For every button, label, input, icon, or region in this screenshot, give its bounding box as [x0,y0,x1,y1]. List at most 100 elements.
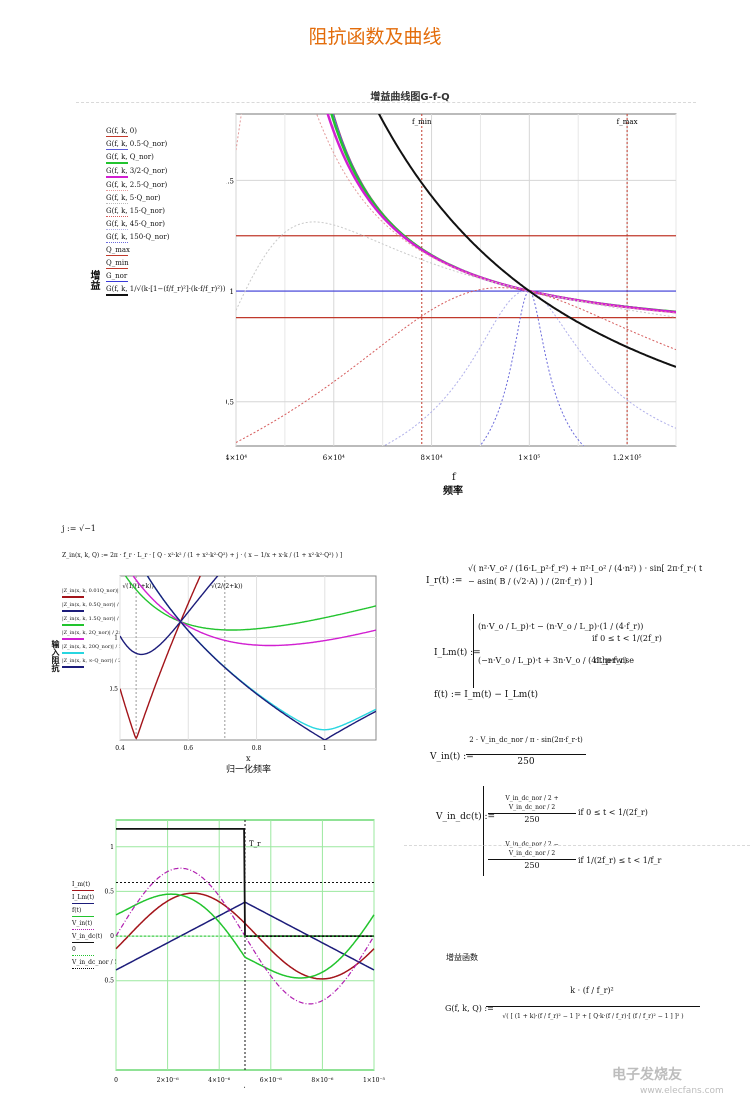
waveform-chart-plot: 0 2×10⁻⁶ 4×10⁻⁶ 6×10⁻⁶ 8×10⁻⁶ 1×10⁻⁵ -0.5 0 0.5 1… [104,819,386,1088]
wave-legend-item-0-label: I_m(t) [72,881,91,888]
z-legend-item-3-swatch [62,638,84,640]
eq-vindc-case1-den: 250 [524,815,540,824]
gain-series-4 [236,114,676,314]
wave-legend-item-4: V_in_dc(t) [72,932,122,943]
gain-legend-item-2-swatch [106,162,128,164]
gain-legend-item-8-label: G(f, k, 150·Q_nor) [106,233,170,241]
z-series-0 [120,576,201,740]
wave-legend-item-6-label: V_in_dc_nor / 500 [72,959,126,966]
wave-legend-item-5: 0 [72,945,122,956]
eq-j: j := √−1 [62,524,96,533]
chart1-ylabel: 增益 [88,270,99,290]
wave-legend-item-0: I_m(t) [72,880,122,891]
eq-ilm-case1: (n·V_o / L_p)·t − (n·V_o / L_p)·(1 / (4·… [478,622,644,631]
z-series-5 [146,576,376,740]
wave-legend-item-3-label: V_in(t) [72,920,93,927]
wave-legend-item-3-swatch [72,929,94,930]
gain-ytick-2: 1.5 [226,177,234,185]
wave-legend-item-4-swatch [72,942,94,943]
wave-xvar: t [244,1086,247,1088]
wave-xtick-1: 2×10⁻⁶ [157,1077,180,1084]
gain-legend-item-3-swatch [106,176,128,178]
chart2-ylabel: 输入阻抗 [51,640,60,672]
gain-legend-item-12-label: G(f, k, 1/√(k·[1−(f/f_r)²]·(k·f/f_r)²)) [106,285,226,293]
gain-ytick-1: 1 [230,288,234,296]
wave-xtick-5: 1×10⁻⁵ [363,1077,386,1084]
z-legend-item-2-swatch [62,624,84,626]
z-ytick-1: 1 [114,635,118,642]
wave-xtick-0: 0 [114,1077,118,1084]
waveform-chart: 0 2×10⁻⁶ 4×10⁻⁶ 6×10⁻⁶ 8×10⁻⁶ 1×10⁻⁵ -0.5 0 0.5 1… [104,819,386,1088]
eq-vin-den: 250 [517,757,535,767]
gain-legend-item-6-label: G(f, k, 15·Q_nor) [106,207,165,215]
z-legend-item-4-swatch [62,652,84,654]
chart2-legend-list: |Z_in(x, k, 0.01Q_nor)| / 2π·f_r·L_r |Z_i… [62,586,148,668]
gain-legend-item-8-swatch [106,242,128,243]
wave-xtick-2: 4×10⁻⁶ [208,1077,231,1084]
eq-ft: f(t) := I_m(t) − I_Lm(t) [434,690,538,700]
gain-xtick-1: 6×10⁴ [323,454,345,462]
wave-legend-item-4-label: V_in_dc(t) [72,933,103,940]
eq-ilm-lhs: I_Lm(t) := [434,648,481,658]
z-legend-item-0-swatch [62,596,84,598]
wave-xtick-4: 8×10⁻⁶ [311,1077,334,1084]
gain-legend-item-9-swatch [106,255,128,256]
eq-vindc-cond2: if 1/(2f_r) ≤ t < 1/f_r [578,856,662,865]
gain-legend-item-4-swatch [106,190,128,191]
wave-tr-label: T_r [249,840,261,848]
z-vmark-label-1: √(2/(2+k)) [211,583,243,590]
gain-legend-item-2: G(f, k, Q_nor) [106,152,231,164]
gain-marker-label-0: f_min [412,118,432,126]
z-xtick-0: 0.4 [115,745,125,752]
eq-vin-num: 2 · V_in_dc_nor / π · sin(2π·f_r·t) [469,736,583,744]
gain-ytick-0: 0.5 [226,399,234,407]
gain-chart-plot: 4×10⁴ 6×10⁴ 8×10⁴ 1×10⁵ 1.2×10⁵ 0.5 1 1.5 f_min f… [226,113,677,462]
z-ytick-0: 0.5 [110,686,118,693]
z-legend-item-1: |Z_in(x, k, 0.5Q_nor)| / 2π·f_r·L_r [62,600,145,612]
chart1-legend: G(f, k, 0) G(f, k, 0.5·Q_nor) G(f, k, Q_no… [106,126,231,406]
eq-ilm-case2: (−n·V_o / L_p)·t + 3n·V_o / (4L_p·f_r) [478,656,628,665]
gain-legend-item-6: G(f, k, 15·Q_nor) [106,206,231,217]
eq-vindc-bar1 [488,813,576,814]
wave-legend-item-1: I_Lm(t) [72,893,122,904]
eq-ir-rhs: √( n²·V_o² / (16·L_p²·f_r²) + π²·I_o² / … [468,564,703,586]
wave-legend-item-5-label: 0 [72,946,76,953]
gain-legend-item-0-swatch [106,136,128,137]
gain-legend-item-3-label: G(f, k, 3/2·Q_nor) [106,167,168,175]
gain-legend-item-4: G(f, k, 2.5·Q_nor) [106,180,231,191]
gain-legend-item-10: Q_min [106,258,231,269]
eq-vindc-brace [483,786,484,876]
impedance-chart-plot: 0.4 0.6 0.8 1 0.5 1 √(1/(1+k)) √(2/(2+k)) [110,575,377,752]
eq-gain-den: √( [ (1 + k)·(f / f_r)² − 1 ]² + [ Q·k·(… [502,1013,684,1020]
z-series-2 [124,576,376,631]
z-legend-item-4-label: |Z_in(x, k, 20Q_nor)| / 2π·f_r·L_r [62,644,144,650]
wave-legend-item-2: f(t) [72,906,122,917]
gain-marker-label-1: f_max [617,118,638,126]
gain-xtick-2: 8×10⁴ [421,454,443,462]
chart2-xlabel: 归一化频率 [226,765,272,775]
gain-legend-item-7-label: G(f, k, 45·Q_nor) [106,220,165,228]
eq-ilm-cond2: otherwise [594,656,634,665]
wave-legend-item-3: V_in(t) [72,919,122,930]
z-legend-item-3-label: |Z_in(x, k, 2Q_nor)| / 2π·f_r·L_r [62,630,141,636]
watermark-brand: 电子发烧友 [612,1067,682,1083]
gain-series-6 [236,287,676,443]
wave-legend-item-2-swatch [72,916,94,917]
gain-legend-item-7: G(f, k, 45·Q_nor) [106,219,231,230]
z-vmark-label-0: √(1/(1+k)) [122,583,154,590]
wave-xtick-3: 6×10⁻⁶ [260,1077,283,1084]
eq-vin-bar [466,754,586,755]
eq-ilm-brace [473,614,474,688]
gain-xtick-3: 1×10⁵ [518,454,540,462]
gain-xtick-4: 1.2×10⁵ [613,454,642,462]
gain-legend-item-2-label: G(f, k, Q_nor) [106,153,154,161]
wave-legend-item-2-label: f(t) [72,907,82,914]
eq-ilm-cond1: if 0 ≤ t < 1/(2f_r) [592,634,662,643]
wave-legend-item-1-label: I_Lm(t) [72,894,95,901]
eq-vindc-bar2 [488,859,576,860]
z-plot-frame [119,575,377,741]
eq-gain-lhs: G(f, k, Q) := [445,1004,494,1013]
gain-legend-item-11: G_nor [106,271,231,282]
wave-series-2 [115,893,375,979]
wave-legend-item-6: V_in_dc_nor / 500 [72,958,126,969]
